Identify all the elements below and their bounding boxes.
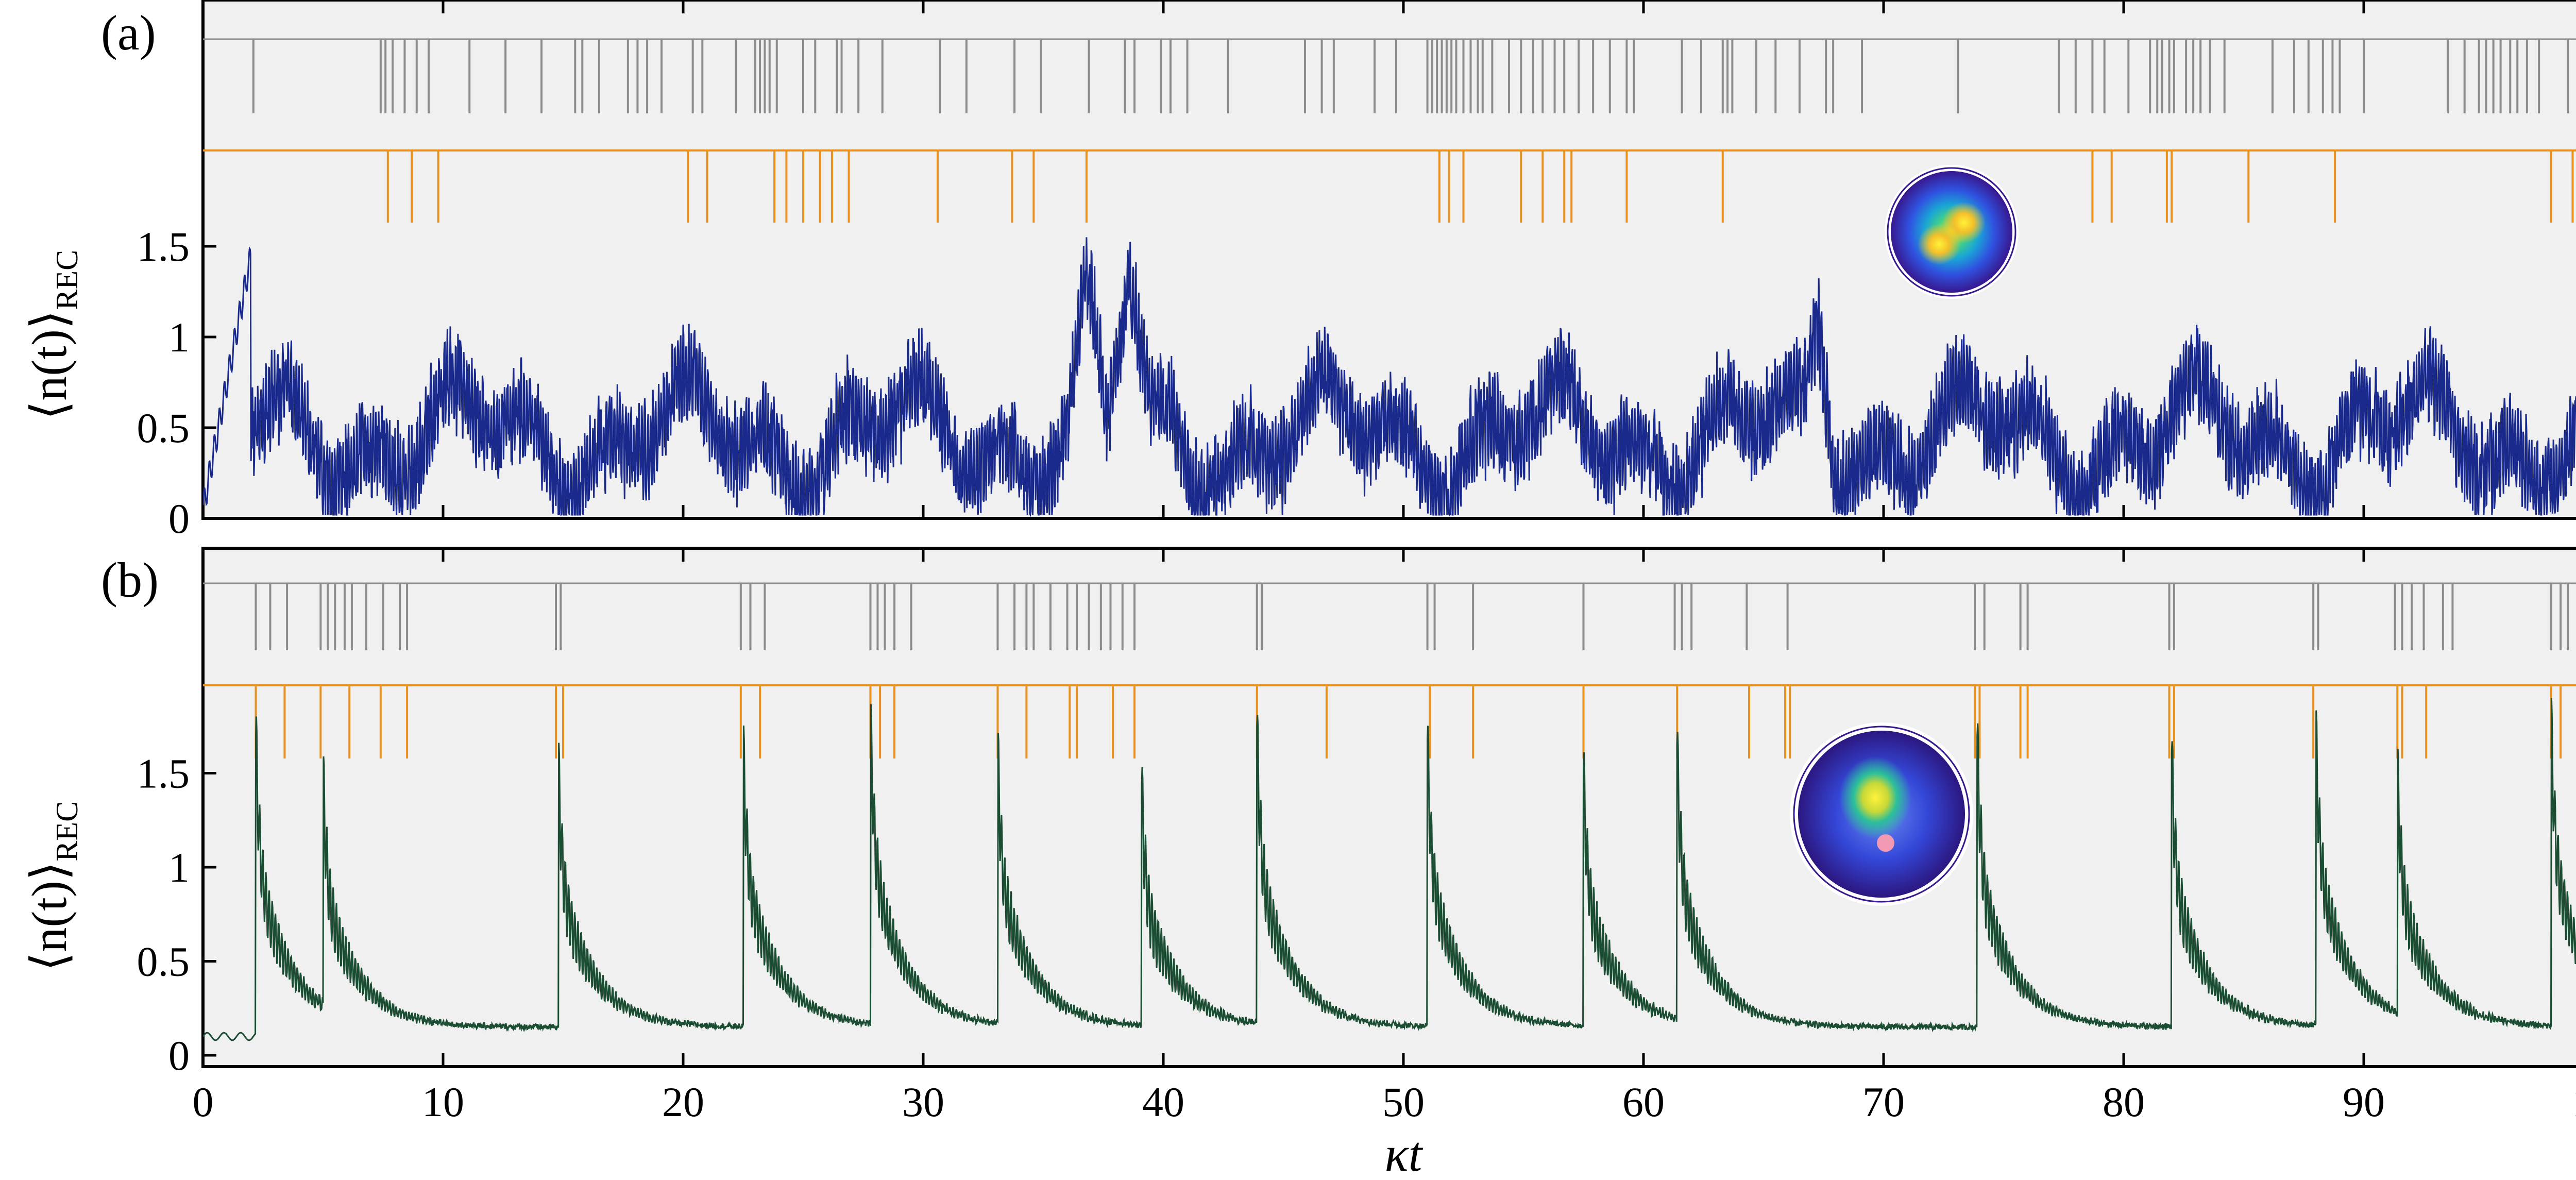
panel-b-y-axis-label: ⟨n(t)⟩REC bbox=[22, 801, 84, 971]
panel-a-wigner-inset bbox=[1885, 165, 2019, 299]
panel-b-wigner-inset bbox=[1790, 722, 1973, 906]
panel-b-y-tick-labels: 0 0.5 1 1.5 bbox=[137, 750, 190, 1080]
panel-b-x-tick-labels: 0 10 20 30 40 50 60 70 80 90 100 bbox=[193, 1078, 2576, 1125]
panel-a-y-axis-label: ⟨n(t)⟩REC bbox=[22, 250, 84, 420]
y-tick-label: 1.5 bbox=[137, 223, 190, 270]
x-tick-label: 30 bbox=[902, 1078, 944, 1125]
x-tick-label: 60 bbox=[1622, 1078, 1665, 1125]
x-tick-label: 70 bbox=[1862, 1078, 1905, 1125]
panel-a-y-tick-labels: 0 0.5 1 1.5 bbox=[137, 223, 190, 542]
y-tick-label: 0.5 bbox=[137, 404, 190, 451]
x-axis-label: κt bbox=[1385, 1126, 1423, 1180]
panel-a-tick-marks bbox=[201, 0, 2365, 520]
x-tick-label: 10 bbox=[422, 1078, 464, 1125]
panel-b: 0 0.5 1 1.5 0 10 20 30 40 50 60 70 80 90 100 (b) ⟨n(t… bbox=[22, 547, 2576, 1180]
y-tick-label: 1 bbox=[168, 844, 190, 891]
x-tick-label: 100 bbox=[2572, 1078, 2576, 1125]
panel-a: 0 0.5 1 1.5 (a) ⟨n(t)⟩REC bbox=[22, 0, 2576, 542]
x-tick-label: 50 bbox=[1382, 1078, 1425, 1125]
y-tick-label: 1 bbox=[168, 314, 190, 361]
panel-b-inset-marker bbox=[1877, 834, 1894, 852]
panel-b-label: (b) bbox=[101, 552, 159, 608]
panel-a-orange-jump-raster bbox=[386, 150, 2574, 223]
x-tick-label: 0 bbox=[193, 1078, 214, 1125]
panel-a-gray-jump-raster bbox=[252, 39, 2569, 113]
y-tick-label: 0.5 bbox=[137, 938, 190, 985]
panel-a-label: (a) bbox=[101, 5, 156, 60]
panel-b-gray-jump-raster bbox=[255, 583, 2569, 650]
y-tick-label: 1.5 bbox=[137, 750, 190, 797]
x-tick-label: 90 bbox=[2343, 1078, 2385, 1125]
y-tick-label: 0 bbox=[168, 1032, 190, 1079]
panel-b-tick-marks bbox=[201, 548, 2365, 1067]
x-tick-label: 20 bbox=[662, 1078, 704, 1125]
x-tick-label: 80 bbox=[2103, 1078, 2145, 1125]
y-tick-label: 0 bbox=[168, 495, 190, 542]
panel-a-photon-number-trace bbox=[203, 237, 2576, 517]
panel-b-orange-jump-raster bbox=[255, 685, 2562, 758]
x-tick-label: 40 bbox=[1142, 1078, 1184, 1125]
panel-b-photon-number-trace bbox=[203, 698, 2576, 1041]
